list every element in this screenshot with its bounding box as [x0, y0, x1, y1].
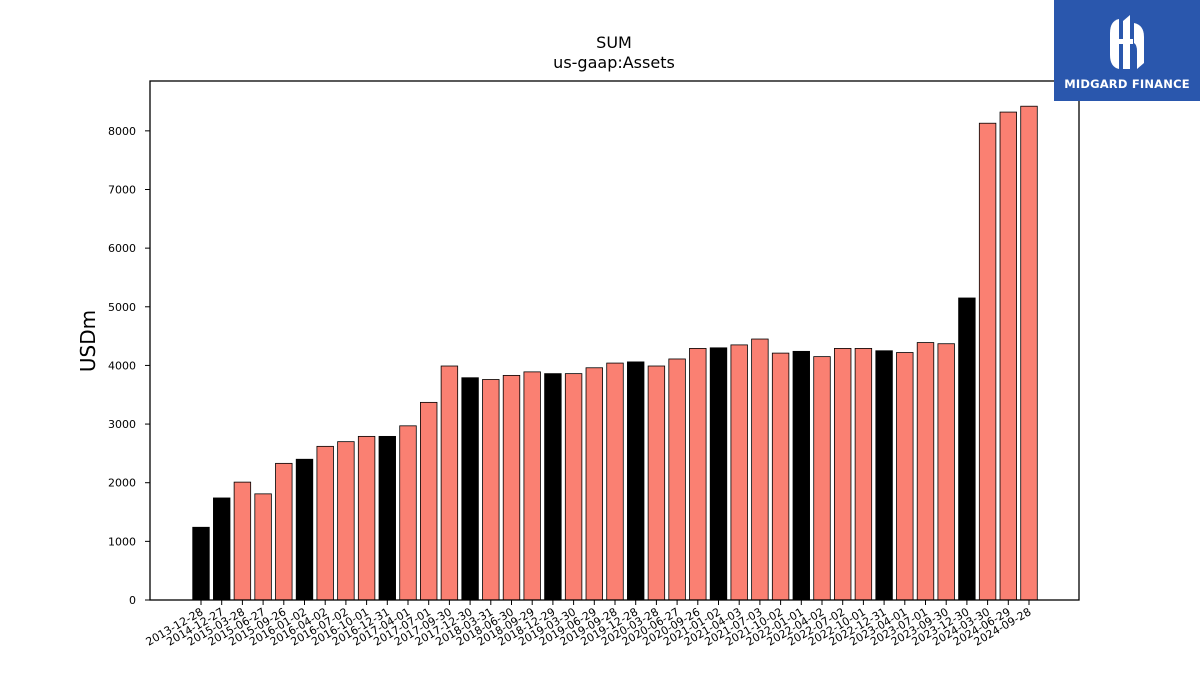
bar-2018-03-31	[482, 379, 500, 601]
bar-2017-12-30	[461, 377, 479, 601]
bar-2023-07-01	[916, 342, 935, 601]
y-axis-label: USDm	[76, 310, 100, 372]
bar-2019-03-30	[564, 373, 583, 601]
y-tick-label: 0	[129, 594, 136, 607]
bar-2018-06-30	[502, 374, 521, 601]
bar-2020-06-27	[668, 358, 686, 601]
bar-2022-01-01	[792, 350, 810, 601]
y-axis: 0 1000 2000 3000 4000 5000 6000 7000 8000	[108, 125, 150, 607]
bar-2018-09-29	[523, 371, 541, 601]
bar-2023-09-30	[937, 343, 955, 601]
bar-2019-12-28	[627, 361, 645, 601]
bar-2019-09-28	[606, 362, 624, 601]
bar-2018-12-29	[544, 373, 562, 601]
bar-2016-10-01	[357, 435, 376, 601]
brand-name: MIDGARD FINANCE	[1064, 76, 1190, 91]
bar-2021-07-03	[751, 338, 769, 601]
bar-2013-12-28	[192, 526, 210, 601]
bar-2021-10-02	[771, 352, 790, 601]
y-tick-label: 6000	[108, 242, 136, 255]
bar-2014-12-27	[213, 497, 231, 601]
bar-2015-03-28	[233, 481, 252, 601]
y-tick-label: 1000	[108, 535, 136, 548]
y-tick-label: 2000	[108, 477, 136, 490]
bar-2015-06-27	[254, 493, 272, 601]
bar-2016-07-02	[337, 441, 355, 601]
y-tick-label: 5000	[108, 301, 136, 314]
bar-2024-06-29	[999, 111, 1017, 601]
bar-2024-09-28	[1020, 105, 1038, 601]
bar-2017-07-01	[420, 401, 438, 601]
y-tick-label: 4000	[108, 359, 136, 372]
bar-2015-09-26	[275, 462, 293, 601]
bar-2016-12-31	[378, 435, 396, 601]
bar-2016-01-02	[295, 458, 314, 601]
bar-2017-04-01	[399, 425, 417, 601]
bar-2016-04-02	[316, 445, 334, 601]
y-tick-label: 8000	[108, 125, 136, 138]
bar-2021-01-02	[709, 347, 728, 601]
y-tick-label: 7000	[108, 183, 136, 196]
bar-2022-10-01	[854, 348, 873, 601]
plot-frame	[149, 80, 1080, 601]
chart-title: SUM	[596, 33, 632, 52]
x-axis: 2013-12-282014-12-272015-03-282015-06-27…	[144, 600, 1034, 649]
brand-logo: MIDGARD FINANCE	[1054, 0, 1200, 101]
bar-2022-04-02	[813, 356, 831, 601]
y-tick-label: 3000	[108, 418, 136, 431]
chart-subtitle: us-gaap:Assets	[553, 53, 675, 72]
bar-2023-04-01	[896, 352, 914, 601]
bar-2022-12-31	[875, 350, 893, 601]
bar-2021-04-03	[730, 344, 748, 601]
bar-2020-03-28	[647, 365, 666, 601]
bar-2017-09-30	[440, 365, 459, 601]
bar-2024-03-30	[978, 122, 997, 601]
midgard-logo-icon	[1110, 14, 1144, 69]
bar-2020-09-26	[689, 348, 707, 601]
bar-2023-12-30	[958, 297, 976, 601]
bar-2019-06-29	[585, 367, 603, 601]
bar-2022-07-02	[834, 348, 852, 601]
bars-group	[192, 105, 1038, 601]
